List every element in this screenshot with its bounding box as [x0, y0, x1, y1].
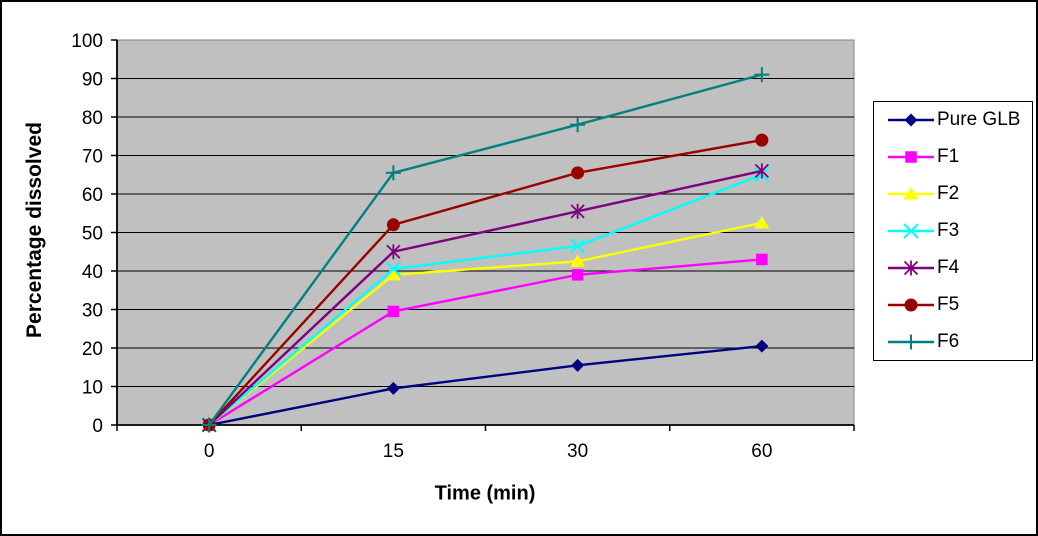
- legend-label-f5: F5: [937, 293, 960, 315]
- series-marker-f5: [386, 218, 400, 232]
- series-line-f5: [208, 138, 763, 426]
- legend: Pure GLB F1 F2 F3 F4 F5 F6: [873, 101, 1033, 361]
- legend-key-f2-icon: [888, 187, 934, 200]
- y-tick-label: 90: [82, 70, 103, 91]
- legend-key-f5-icon: [888, 298, 934, 312]
- legend-key-pure-glb-icon: [888, 113, 934, 127]
- legend-key-f4-icon: [888, 260, 934, 276]
- legend-key-marker: [903, 223, 919, 239]
- x-axis-title: Time (min): [434, 482, 536, 505]
- legend-item-f5: F5: [874, 286, 1032, 323]
- series-line-pure-glb: [208, 344, 762, 427]
- y-tick-label: 60: [82, 185, 103, 206]
- y-tick-label: 70: [82, 147, 103, 168]
- series-line-f2: [208, 221, 763, 426]
- series-marker-f2: [385, 267, 401, 281]
- series-marker-pure-glb: [755, 339, 769, 353]
- y-tick-label: 30: [82, 301, 103, 322]
- series-marker-f3: [385, 261, 402, 277]
- series-marker-pure-glb: [571, 358, 585, 372]
- y-tick-label: 10: [82, 378, 103, 399]
- y-tick-label: 0: [92, 416, 103, 437]
- legend-item-f6: F6: [874, 323, 1032, 360]
- legend-label-f4: F4: [937, 256, 960, 278]
- x-tick-label: 0: [204, 441, 215, 462]
- y-axis-title: Percentage dissolved: [23, 122, 46, 338]
- series-marker-f2: [754, 215, 770, 229]
- legend-item-f3: F3: [874, 213, 1032, 250]
- series-marker-f1: [387, 305, 400, 318]
- series-marker-f5: [755, 133, 769, 147]
- series-marker-f1: [756, 253, 768, 266]
- series-marker-pure-glb: [386, 381, 400, 395]
- series-marker-f1: [571, 269, 584, 281]
- series-line-f3: [208, 173, 763, 426]
- x-tick-label: 60: [751, 441, 772, 462]
- y-tick-label: 80: [82, 108, 103, 129]
- legend-key-marker: [903, 187, 919, 200]
- series-line-f6: [208, 73, 763, 426]
- legend-item-pure-glb: Pure GLB: [874, 102, 1032, 139]
- x-tick-label: 15: [383, 441, 404, 462]
- legend-label-f6: F6: [937, 330, 960, 352]
- series-marker-f3: [569, 238, 586, 254]
- legend-label-f1: F1: [937, 146, 960, 168]
- legend-item-f2: F2: [874, 176, 1032, 213]
- y-tick-label: 40: [82, 262, 103, 283]
- series-marker-f2: [570, 254, 586, 267]
- legend-label-f2: F2: [937, 183, 960, 205]
- legend-item-f4: F4: [874, 249, 1032, 286]
- legend-key-marker: [904, 113, 918, 127]
- series-line-f4: [208, 169, 763, 426]
- series-line-f1: [208, 258, 762, 427]
- y-tick-label: 50: [82, 224, 103, 245]
- y-tick-label: 100: [71, 31, 103, 52]
- legend-key-f1-icon: [888, 151, 934, 164]
- legend-label-f3: F3: [937, 220, 960, 241]
- legend-key-marker: [905, 151, 917, 164]
- series-marker-f5: [571, 166, 585, 180]
- x-tick-label: 30: [567, 441, 588, 462]
- y-tick-label: 20: [82, 339, 103, 360]
- legend-key-f6-icon: [888, 334, 934, 350]
- legend-key-f3-icon: [888, 223, 934, 239]
- legend-item-f1: F1: [874, 139, 1032, 176]
- legend-key-marker: [904, 298, 918, 312]
- legend-label-pure-glb: Pure GLB: [937, 109, 1021, 131]
